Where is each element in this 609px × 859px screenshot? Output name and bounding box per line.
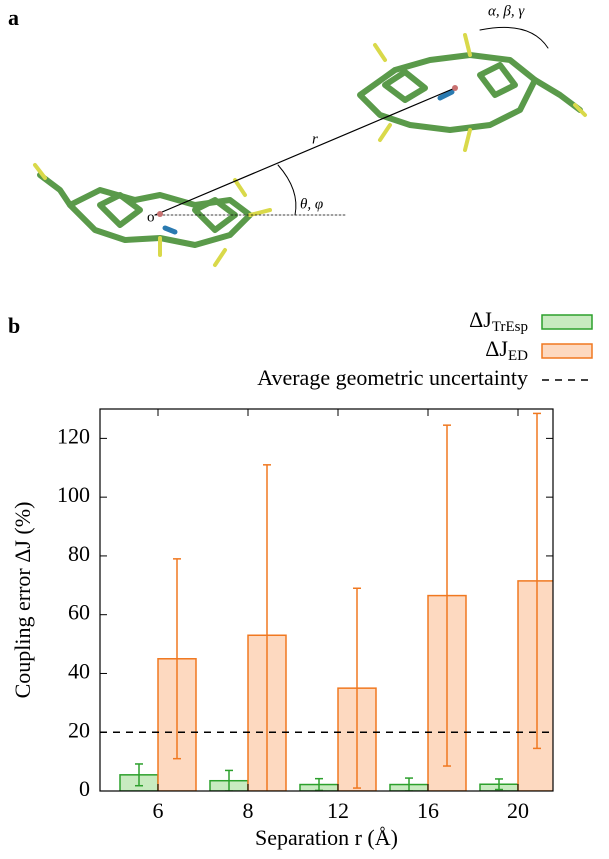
bar bbox=[517, 580, 553, 791]
legend-swatch bbox=[541, 314, 593, 330]
molecule-label: θ, φ bbox=[300, 196, 323, 212]
x-axis-label: Separation r (Å) bbox=[255, 825, 398, 850]
legend-label: ΔJTrEsp bbox=[469, 307, 528, 335]
error-bar bbox=[495, 778, 503, 791]
error-bar bbox=[443, 424, 451, 767]
x-tick-label: 6 bbox=[153, 798, 164, 823]
error-bar bbox=[135, 763, 143, 787]
y-tick-label: 40 bbox=[68, 659, 90, 684]
panel-label: b bbox=[8, 313, 20, 338]
molecule-illustration bbox=[33, 26, 587, 267]
molecule-label: α, β, γ bbox=[488, 3, 525, 19]
error-bar bbox=[533, 412, 541, 750]
plot-frame bbox=[99, 408, 554, 792]
y-tick-label: 100 bbox=[57, 482, 90, 507]
x-tick-label: 12 bbox=[327, 798, 349, 823]
y-axis-label: Coupling error ΔJ (%) bbox=[10, 502, 35, 699]
error-bar bbox=[353, 587, 361, 789]
y-tick-label: 80 bbox=[68, 541, 90, 566]
plot-area bbox=[119, 412, 553, 791]
legend-label: ΔJED bbox=[485, 336, 528, 364]
x-tick-label: 16 bbox=[417, 798, 439, 823]
x-tick-label: 8 bbox=[243, 798, 254, 823]
x-tick-label: 20 bbox=[507, 798, 529, 823]
legend-label: Average geometric uncertainty bbox=[257, 365, 528, 390]
y-tick-label: 120 bbox=[57, 423, 90, 448]
legend-subscript: ED bbox=[508, 348, 528, 364]
legend-subscript: TrEsp bbox=[492, 319, 528, 335]
legend-swatch bbox=[541, 343, 593, 359]
error-bar bbox=[263, 464, 271, 791]
legend-name: ΔJ bbox=[469, 307, 492, 332]
error-bar bbox=[173, 558, 181, 760]
chart: 0 20 40 60 80 100 120 6 8 12 16 20 Separation r (Å) C… bbox=[10, 307, 593, 850]
molecule-label: o bbox=[147, 209, 155, 225]
molecule-label: r bbox=[312, 131, 318, 147]
y-tick-label: 0 bbox=[79, 776, 90, 801]
legend-name: ΔJ bbox=[485, 336, 508, 361]
y-tick-label: 60 bbox=[68, 600, 90, 625]
panel-label: a bbox=[8, 5, 19, 30]
y-tick-label: 20 bbox=[68, 717, 90, 742]
error-bar bbox=[405, 777, 413, 791]
error-bar bbox=[225, 769, 233, 791]
